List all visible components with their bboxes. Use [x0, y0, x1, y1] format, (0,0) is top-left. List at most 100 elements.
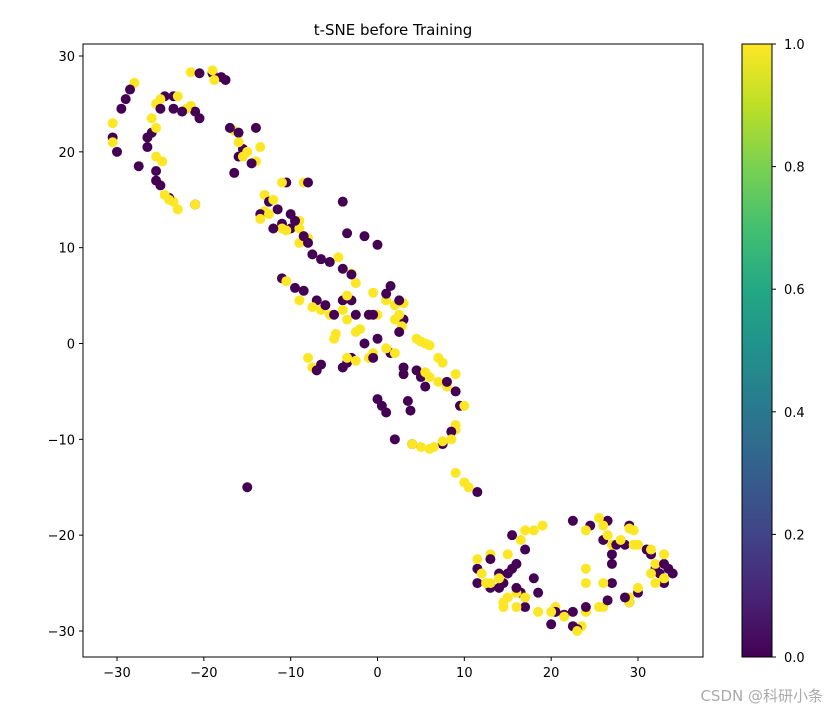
data-point	[342, 228, 352, 238]
data-point	[503, 568, 513, 578]
data-point	[381, 343, 391, 353]
data-point	[247, 158, 257, 168]
data-point	[373, 240, 383, 250]
data-point	[394, 295, 404, 305]
data-point	[121, 94, 131, 104]
colorbar-axis: 0.00.20.40.60.81.0	[772, 38, 805, 666]
data-point	[511, 583, 521, 593]
y-tick-label: −30	[48, 625, 75, 640]
data-point	[151, 152, 161, 162]
data-point	[108, 118, 118, 128]
data-point	[316, 254, 326, 264]
x-tick-label: −20	[190, 666, 217, 681]
colorbar	[742, 44, 772, 657]
data-point	[451, 468, 461, 478]
colorbar-tick-label: 0.8	[784, 161, 805, 176]
data-point	[190, 200, 200, 210]
data-point	[581, 564, 591, 574]
data-point	[620, 592, 630, 602]
data-point	[277, 224, 287, 234]
data-point	[607, 559, 617, 569]
data-point	[234, 128, 244, 138]
data-point	[451, 386, 461, 396]
data-point	[451, 369, 461, 379]
data-point	[433, 377, 443, 387]
data-point	[529, 525, 539, 535]
data-point	[616, 535, 626, 545]
data-point	[221, 75, 231, 85]
x-tick-label: −10	[277, 666, 304, 681]
data-point	[225, 123, 235, 133]
data-point	[533, 607, 543, 617]
data-point	[151, 123, 161, 133]
y-tick-label: 0	[67, 338, 75, 353]
data-point	[373, 334, 383, 344]
data-point	[416, 442, 426, 452]
data-point	[633, 583, 643, 593]
data-point	[255, 142, 265, 152]
data-point	[405, 406, 415, 416]
data-point	[331, 329, 341, 339]
data-point	[342, 291, 352, 301]
data-point	[333, 252, 343, 262]
scatter-figure: t-SNE before Training −30 −20 −10 0 10 20 30 −…	[0, 0, 837, 714]
data-point	[307, 302, 317, 312]
data-point	[594, 602, 604, 612]
x-tick-label: 0	[373, 666, 381, 681]
data-point	[494, 573, 504, 583]
data-point	[134, 161, 144, 171]
data-point	[485, 554, 495, 564]
data-point	[303, 353, 313, 363]
data-point	[281, 276, 291, 286]
data-point	[603, 530, 613, 540]
data-point	[529, 573, 539, 583]
data-point	[659, 559, 669, 569]
data-point	[125, 85, 135, 95]
data-point	[147, 113, 157, 123]
data-point	[351, 356, 361, 366]
data-point	[533, 588, 543, 598]
data-point	[151, 166, 161, 176]
data-point	[325, 257, 335, 267]
data-point	[629, 540, 639, 550]
data-point	[594, 513, 604, 523]
data-point	[581, 602, 591, 612]
data-point	[607, 549, 617, 559]
data-point	[173, 91, 183, 101]
data-point	[155, 94, 165, 104]
watermark: CSDN @科研小条	[700, 685, 823, 706]
data-point	[446, 434, 456, 444]
data-point	[568, 516, 578, 526]
data-point	[264, 209, 274, 219]
data-point	[546, 607, 556, 617]
data-point	[116, 104, 126, 114]
data-point	[407, 439, 417, 449]
data-point	[572, 626, 582, 636]
x-tick-label: −30	[103, 666, 130, 681]
data-point	[290, 283, 300, 293]
data-point	[209, 75, 219, 85]
data-point	[242, 482, 252, 492]
data-point	[650, 559, 660, 569]
data-point	[359, 339, 369, 349]
data-point	[659, 573, 669, 583]
colorbar-tick-label: 0.4	[784, 406, 805, 421]
data-point	[603, 595, 613, 605]
data-point	[381, 289, 391, 299]
data-point	[277, 178, 287, 188]
data-point	[312, 365, 322, 375]
data-point	[399, 369, 409, 379]
data-point	[346, 270, 356, 280]
data-point	[520, 525, 530, 535]
data-point	[559, 612, 569, 622]
data-point	[581, 525, 591, 535]
data-point	[433, 353, 443, 363]
data-point	[390, 315, 400, 325]
data-point	[194, 68, 204, 78]
data-point	[299, 231, 309, 241]
data-point	[151, 176, 161, 186]
y-tick-label: 20	[58, 146, 75, 161]
data-point	[403, 396, 413, 406]
colorbar-tick-label: 1.0	[784, 38, 805, 53]
data-point	[364, 310, 374, 320]
